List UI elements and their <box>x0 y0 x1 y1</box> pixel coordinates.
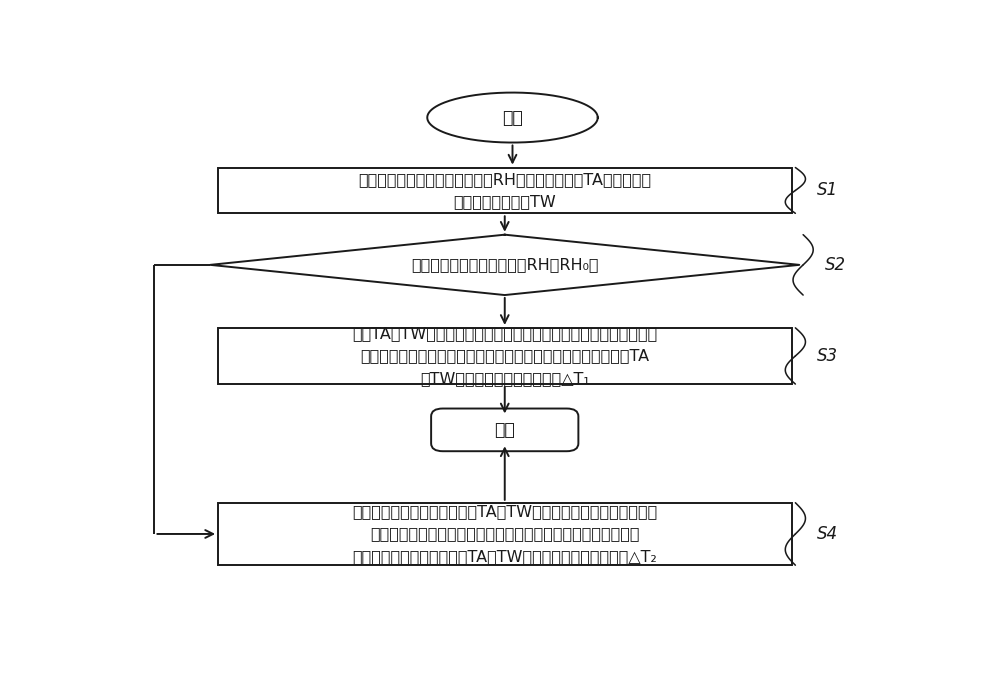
Text: 实时获取功率柜内的实际湿度值RH、柜内环境温度TA和所述水冷
变流器的出水温度TW: 实时获取功率柜内的实际湿度值RH、柜内环境温度TA和所述水冷 变流器的出水温度T… <box>358 172 651 209</box>
Text: 结束: 结束 <box>494 421 515 439</box>
Polygon shape <box>210 235 799 295</box>
Text: S1: S1 <box>817 181 838 199</box>
Text: S2: S2 <box>825 256 846 274</box>
FancyBboxPatch shape <box>218 168 792 214</box>
Text: 开始: 开始 <box>502 109 523 126</box>
FancyBboxPatch shape <box>218 328 792 384</box>
FancyBboxPatch shape <box>431 408 578 451</box>
Text: 在功率柜带载运行状态下，RH＜RH₀？: 在功率柜带载运行状态下，RH＜RH₀？ <box>411 258 598 272</box>
Text: 根据TA和TW生成控制所述水冷系统的热交换器启停的第一控制指令
，并将所述第一控制指令发送至风电机组的主控系统，以使所述TA
和TW的差値小于第一预设温差△T₁: 根据TA和TW生成控制所述水冷系统的热交换器启停的第一控制指令 ，并将所述第一控… <box>352 327 657 385</box>
Text: 对功率柜进行加热除湿，根据TA和TW生成控制所述水冷系统的热交
换器启停的第二控制指令，并将所述第二控制指令发送至风电机
机组的主控系统，以使所述TA和TW的差: 对功率柜进行加热除湿，根据TA和TW生成控制所述水冷系统的热交 换器启停的第二控… <box>352 504 657 564</box>
Polygon shape <box>427 93 598 143</box>
Text: S4: S4 <box>817 525 838 543</box>
Text: S3: S3 <box>817 347 838 365</box>
FancyBboxPatch shape <box>218 503 792 565</box>
